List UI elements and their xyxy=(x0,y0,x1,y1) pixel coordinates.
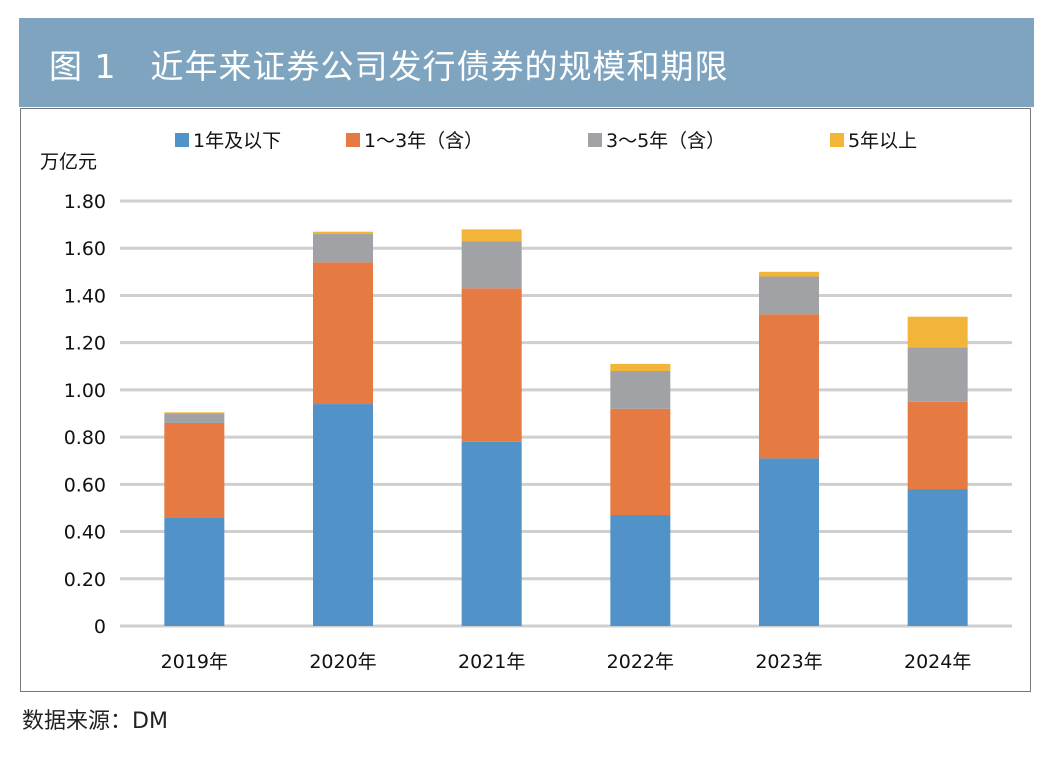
x-tick-label: 2020年 xyxy=(309,651,376,673)
bar-segment xyxy=(610,515,671,626)
bar-segment xyxy=(164,422,225,518)
bar-segment xyxy=(907,347,968,402)
chart-frame xyxy=(20,108,1031,692)
y-tick-label: 1.20 xyxy=(64,333,106,355)
bar-segment xyxy=(164,413,225,423)
bar-segment xyxy=(907,401,968,490)
bar-segment xyxy=(164,517,225,626)
bar-segment xyxy=(164,412,225,414)
bar-segment xyxy=(610,371,671,409)
bar-segment xyxy=(313,404,373,626)
legend-item: 1年及以下 xyxy=(175,130,281,152)
legend-item: 3～5年（含） xyxy=(588,130,725,152)
title-banner: 图 1 近年来证券公司发行债券的规模和期限 xyxy=(19,18,1034,107)
bar-segment xyxy=(610,363,671,371)
legend-swatch xyxy=(830,133,844,147)
y-tick-label: 1.60 xyxy=(64,238,106,260)
bar-segment xyxy=(907,316,968,348)
bar-segment xyxy=(610,408,671,516)
legend-item: 1～3年（含） xyxy=(346,130,483,152)
bar-segment xyxy=(461,441,522,626)
legend-item: 5年以上 xyxy=(830,130,917,152)
bar-segment xyxy=(313,231,373,235)
y-tick-label: 0.20 xyxy=(64,569,106,591)
legend-label: 3～5年（含） xyxy=(606,130,725,152)
legend-label: 1年及以下 xyxy=(193,130,281,152)
y-tick-label: 0.40 xyxy=(64,522,106,544)
legend-swatch xyxy=(175,133,189,147)
x-tick-label: 2019年 xyxy=(161,651,228,673)
bar-segment xyxy=(759,314,819,459)
bar-segment xyxy=(461,229,522,242)
bar-segment xyxy=(313,234,373,263)
legend-swatch xyxy=(588,133,602,147)
bar-segment xyxy=(759,458,819,626)
figure-title: 图 1 近年来证券公司发行债券的规模和期限 xyxy=(49,47,729,86)
x-tick-label: 2021年 xyxy=(458,651,525,673)
bar-segment xyxy=(461,288,522,442)
legend-swatch xyxy=(346,133,360,147)
data-source: 数据来源：DM xyxy=(22,709,168,734)
bar-segment xyxy=(907,489,968,626)
x-tick-label: 2024年 xyxy=(904,651,971,673)
bar-segment xyxy=(461,241,522,289)
legend-label: 5年以上 xyxy=(848,130,917,152)
y-tick-label: 0 xyxy=(94,616,106,638)
x-tick-label: 2023年 xyxy=(755,651,822,673)
y-axis-unit: 万亿元 xyxy=(40,151,97,173)
y-tick-label: 1.00 xyxy=(64,380,106,402)
y-tick-label: 0.80 xyxy=(64,427,106,449)
y-tick-label: 1.40 xyxy=(64,285,106,307)
bar-segment xyxy=(759,271,819,277)
x-tick-label: 2022年 xyxy=(607,651,674,673)
y-tick-label: 0.60 xyxy=(64,474,106,496)
y-tick-label: 1.80 xyxy=(64,191,106,213)
bar-segment xyxy=(759,276,819,315)
legend-label: 1～3年（含） xyxy=(364,130,483,152)
bar-segment xyxy=(313,262,373,405)
